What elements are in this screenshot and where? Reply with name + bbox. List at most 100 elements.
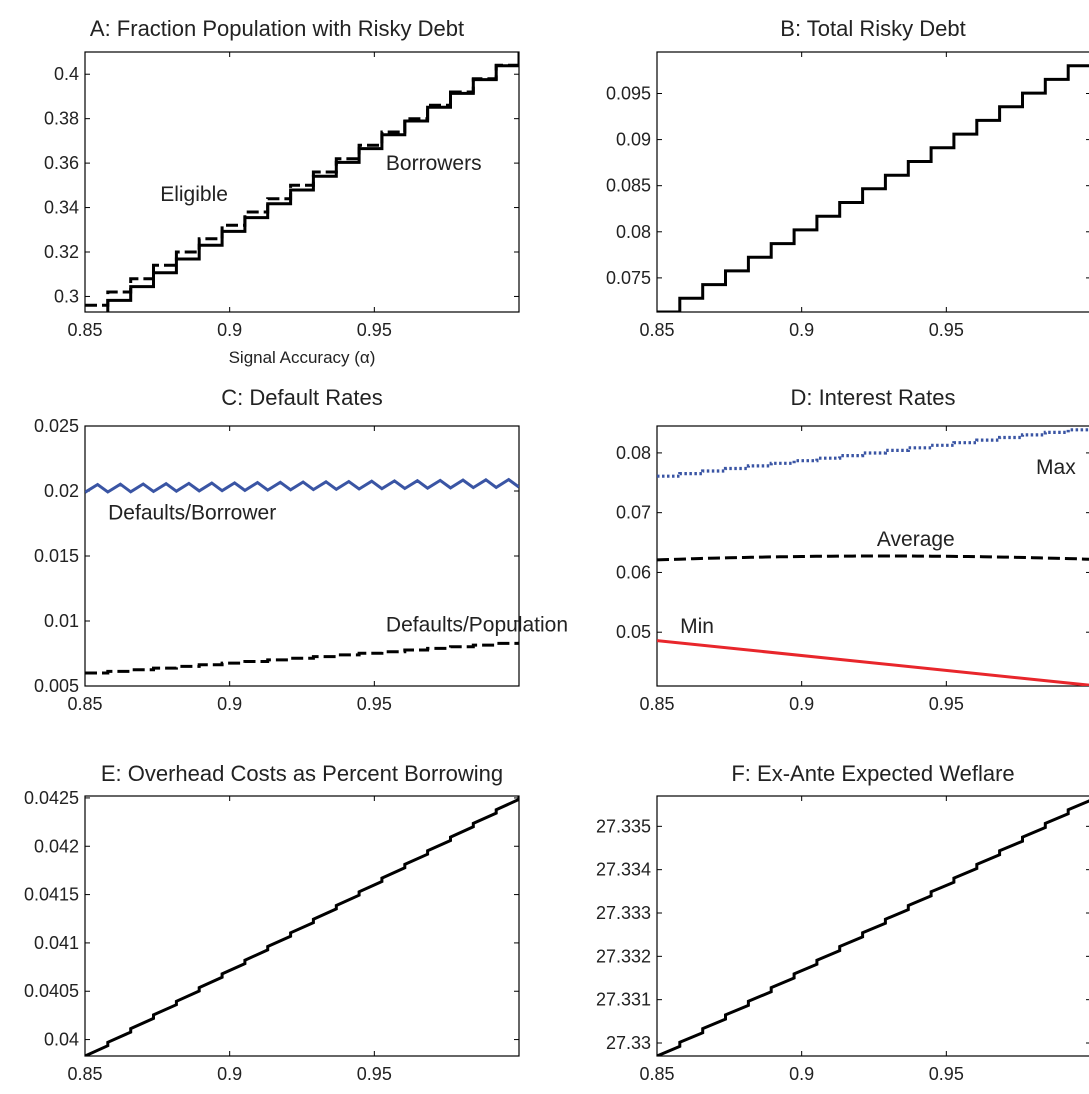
panel-d-ticks: 0.85 0.9 0.95 0.05 0.06 0.07 0.08 [616,426,1089,714]
panel-b-y-tick-label: 0.08 [616,222,651,242]
panel-c-annotation-defaults-population: Defaults/Population [386,613,568,636]
panel-d-y-tick-label: 0.07 [616,503,651,523]
panel-c: C: Default Rates 0.85 0.9 0.95 0.005 0.01 0.0… [34,385,568,714]
panel-a-ticks: 0.85 0.9 0.95 0.3 0.32 0.34 0.36 0.38 0.4 [44,52,519,340]
panel-a-y-tick-label: 0.38 [44,109,79,129]
panel-d-y-tick-label: 0.08 [616,443,651,463]
panel-e-y-tick-label: 0.041 [34,933,79,953]
panel-f-y-tick-label: 27.334 [596,860,651,880]
panel-f-series-series-line [657,799,1089,1056]
panel-d-annotation-max: Max [1036,456,1076,479]
panel-b-y-tick-label: 0.095 [606,83,651,103]
panel-d-annotations: Max Average Min [680,456,1076,638]
panel-f-y-tick-label: 27.332 [596,946,651,966]
panel-a-series-borrowers-line [106,52,519,312]
panel-f-y-tick-label: 27.33 [606,1033,651,1053]
panel-f-y-tick-label: 27.331 [596,990,651,1010]
panel-a: A: Fraction Population with Risky Debt 0… [44,16,520,367]
panel-f-plot-frame [656,795,1089,1057]
panel-d-y-tick-label: 0.06 [616,562,651,582]
panel-c-annotations: Defaults/Borrower Defaults/Population [108,502,568,637]
panel-d: D: Interest Rates 0.85 0.9 0.95 0.05 0.06 0.0… [616,385,1089,714]
panel-b: B: Total Risky Debt 0.85 0.9 0.95 0.075 0.08… [606,16,1089,340]
panel-d-x-tick-label: 0.85 [639,694,674,714]
panel-c-y-tick-label: 0.015 [34,546,79,566]
panel-a-y-tick-label: 0.4 [54,64,79,84]
panel-b-x-tick-label: 0.95 [929,320,964,340]
panel-f-series [657,799,1089,1056]
panel-d-series-average-line [657,554,1089,562]
panel-f-y-tick-label: 27.333 [596,903,651,923]
panel-c-y-tick-label: 0.025 [34,416,79,436]
panel-a-y-tick-label: 0.3 [54,286,79,306]
panel-a-annotation-eligible: Eligible [160,183,228,206]
panel-b-x-tick-label: 0.85 [639,320,674,340]
panel-c-series-defaults-population-line [85,641,519,675]
panel-e-series-series-line [85,796,519,1056]
panel-f-x-tick-label: 0.85 [639,1064,674,1084]
panel-e-ticks: 0.85 0.9 0.95 0.04 0.0405 0.041 0.0415 0.042 0.0… [24,788,519,1084]
panel-c-x-tick-label: 0.95 [357,694,392,714]
panel-d-x-tick-label: 0.95 [929,694,964,714]
panel-c-series [85,477,519,675]
panel-a-y-tick-label: 0.32 [44,242,79,262]
panel-c-x-tick-label: 0.85 [67,694,102,714]
panel-e-x-tick-label: 0.95 [357,1064,392,1084]
panel-c-y-tick-label: 0.02 [44,481,79,501]
panel-d-series-max-line [657,428,1089,478]
panel-e-y-tick-label: 0.0415 [24,885,79,905]
panel-a-x-axis-label: Signal Accuracy (α) [229,348,376,367]
panel-e-x-tick-label: 0.85 [67,1064,102,1084]
panel-c-y-tick-label: 0.005 [34,676,79,696]
panel-d-y-tick-label: 0.05 [616,622,651,642]
panel-c-series-defaults-borrower-line [85,477,519,494]
panel-e: E: Overhead Costs as Percent Borrowing 0… [24,761,520,1084]
panel-f-title: F: Ex-Ante Expected Weflare [731,761,1014,786]
panel-b-y-tick-label: 0.075 [606,268,651,288]
panel-a-y-tick-label: 0.36 [44,153,79,173]
panel-d-plot-frame [656,425,1089,687]
panel-e-x-tick-label: 0.9 [217,1064,242,1084]
panel-f-ticks: 0.85 0.9 0.95 27.33 27.331 27.332 27.333 27.334… [596,796,1089,1084]
panel-b-plot-frame [656,51,1089,313]
panel-c-y-tick-label: 0.01 [44,611,79,631]
panel-d-annotation-average: Average [877,528,955,551]
panel-b-series [657,64,1089,312]
panel-b-title: B: Total Risky Debt [780,16,965,41]
panel-f: F: Ex-Ante Expected Weflare 0.85 0.9 0.95 2… [596,761,1089,1084]
panel-c-annotation-defaults-borrower: Defaults/Borrower [108,502,276,525]
panel-f-x-tick-label: 0.95 [929,1064,964,1084]
panel-d-title: D: Interest Rates [790,385,955,410]
panel-e-y-tick-label: 0.04 [44,1030,79,1050]
panel-c-x-tick-label: 0.9 [217,694,242,714]
panel-d-series [657,428,1089,686]
panel-b-x-tick-label: 0.9 [789,320,814,340]
panel-e-series [85,796,519,1056]
panel-e-y-tick-label: 0.0405 [24,981,79,1001]
panel-a-x-tick-label: 0.95 [357,320,392,340]
panel-e-y-tick-label: 0.042 [34,836,79,856]
panel-a-annotation-borrowers: Borrowers [386,152,482,175]
panel-a-y-tick-label: 0.34 [44,198,79,218]
panel-a-title: A: Fraction Population with Risky Debt [90,16,464,41]
panel-f-y-tick-label: 27.335 [596,816,651,836]
panel-c-ticks: 0.85 0.9 0.95 0.005 0.01 0.015 0.02 0.025 [34,416,519,714]
panel-c-title: C: Default Rates [221,385,382,410]
panel-a-plot-frame [84,51,520,313]
panel-d-x-tick-label: 0.9 [789,694,814,714]
panel-b-series-series-line [657,64,1089,312]
panel-b-y-tick-label: 0.085 [606,176,651,196]
panel-a-x-tick-label: 0.85 [67,320,102,340]
panel-f-x-tick-label: 0.9 [789,1064,814,1084]
panel-a-series [85,52,519,312]
panel-a-x-tick-label: 0.9 [217,320,242,340]
panel-a-annotations: Eligible Borrowers [160,152,481,206]
panel-e-plot-frame [84,795,520,1057]
panel-d-annotation-min: Min [680,615,714,638]
panel-b-ticks: 0.85 0.9 0.95 0.075 0.08 0.085 0.09 0.095 [606,52,1089,340]
panel-e-y-tick-label: 0.0425 [24,788,79,808]
panel-d-series-min-line [657,639,1089,686]
panel-e-title: E: Overhead Costs as Percent Borrowing [101,761,503,786]
panel-a-series-eligible-line [85,52,519,307]
